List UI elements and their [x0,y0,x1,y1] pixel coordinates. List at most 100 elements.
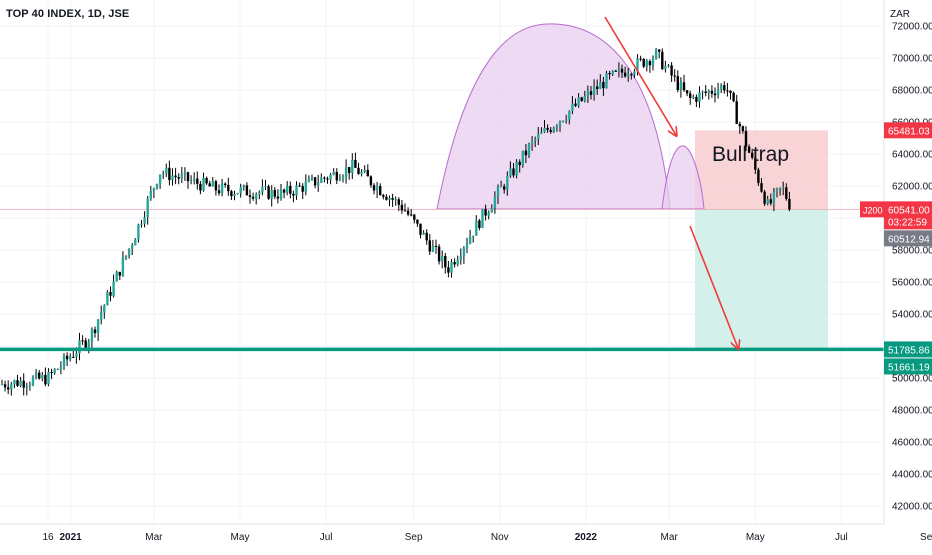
candle-body [251,196,255,199]
candle-body [679,82,683,91]
support-label-1: 51785.86 [888,345,930,356]
y-axis[interactable]: ZAR 42000.00 44000.00 46000.00 48000.00 50000… [883,0,932,550]
candle-body [115,271,118,282]
candle-body [664,65,667,70]
y-tick-label: 46000.00 [892,438,932,449]
candle-body [782,187,785,189]
candle-body [118,271,121,276]
candle-body [3,384,7,388]
candle-body [62,355,66,367]
candle-body [689,93,692,98]
candle-body [329,174,332,180]
candle-body [168,167,171,181]
candle-body [568,110,571,120]
candle-body [134,239,137,246]
candle-body [100,312,103,320]
chart-title: TOP 40 INDEX, 1D, JSE [6,8,130,20]
candle-body [270,189,273,199]
candle-body [410,214,413,216]
candle-body [56,369,59,371]
candle-body [698,92,701,102]
candle-body [685,90,689,94]
candle-body [509,168,512,177]
candle-body [180,174,183,179]
candle-body [583,96,586,101]
candle-body [137,224,140,240]
x-tick-label: 16 [42,532,54,543]
candle-body [282,189,286,193]
candle-body [707,90,710,93]
candle-body [695,96,698,102]
small-dome-shape [661,145,705,210]
candle-body [7,387,10,390]
currency-label: ZAR [890,9,910,20]
candle-body [273,189,276,197]
support-label-2: 51661.19 [888,362,930,373]
candle-body [614,70,617,72]
candle-body [152,188,156,192]
x-tick-label: 2022 [575,532,598,543]
candle-body [785,187,788,199]
candle-body [431,245,435,252]
candle-body [738,123,741,127]
candle-body [527,144,531,156]
candle-body [444,255,447,268]
candle-body [385,196,388,200]
candle-body [704,91,707,93]
candle-body [326,178,329,180]
candle-body [366,169,369,177]
candle-body [450,261,453,273]
candle-body [301,186,304,192]
candle-body [205,177,208,184]
candle-body [772,191,776,204]
candle-body [713,93,717,96]
candle-body [397,199,400,205]
candle-body [363,169,366,173]
candle-body [540,131,543,134]
candle-body [558,121,562,127]
grid-lines [0,0,930,524]
candle-body [72,356,75,358]
candle-body [481,209,484,228]
candle-body [298,185,301,187]
candle-body [236,193,239,195]
candle-body [25,386,28,388]
x-tick-label: Sep [920,532,932,543]
symbol-tag-bg [860,201,884,218]
candle-body [103,305,106,313]
candle-body [208,183,211,187]
candle-body [639,58,642,60]
candle-body [124,255,128,258]
candle-body [534,139,537,141]
candle-body [261,186,264,193]
candle-body [602,81,605,89]
candle-body [456,259,459,265]
dome-drawing [0,23,884,210]
candle-body [264,186,267,188]
candle-body [778,187,782,189]
candle-body [654,49,658,59]
candle-body [658,49,661,52]
candle-body [348,167,351,174]
candle-body [199,183,202,191]
profit-target-zone [695,209,828,350]
candle-body [248,195,252,197]
x-axis[interactable]: 162021MarMayJulSepNov2022MarMayJulSepNov [0,523,932,543]
candle-body [428,240,431,252]
candle-body [177,177,180,179]
bull-trap-annotation: Bull trap [712,143,789,166]
candle-body [623,72,627,77]
candle-body [788,198,791,210]
candle-body [465,243,469,249]
candle-body [224,183,227,186]
candle-body [320,177,323,183]
last-price-label: 60541.00 [888,205,930,216]
candle-body [276,196,280,199]
candle-body [239,187,242,194]
x-tick-label: May [746,532,765,543]
candle-body [292,193,295,196]
candle-body [543,127,546,132]
